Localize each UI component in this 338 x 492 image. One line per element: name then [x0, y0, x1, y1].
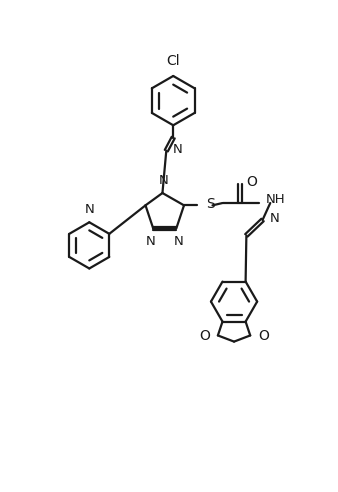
Text: N: N — [172, 143, 182, 156]
Text: NH: NH — [266, 193, 285, 207]
Text: O: O — [199, 329, 210, 343]
Text: N: N — [159, 174, 169, 187]
Text: S: S — [206, 197, 215, 211]
Text: N: N — [269, 212, 279, 225]
Text: N: N — [146, 235, 156, 247]
Text: N: N — [174, 235, 184, 247]
Text: Cl: Cl — [166, 54, 180, 68]
Text: N: N — [84, 203, 94, 216]
Text: O: O — [258, 329, 269, 343]
Text: O: O — [246, 175, 257, 189]
